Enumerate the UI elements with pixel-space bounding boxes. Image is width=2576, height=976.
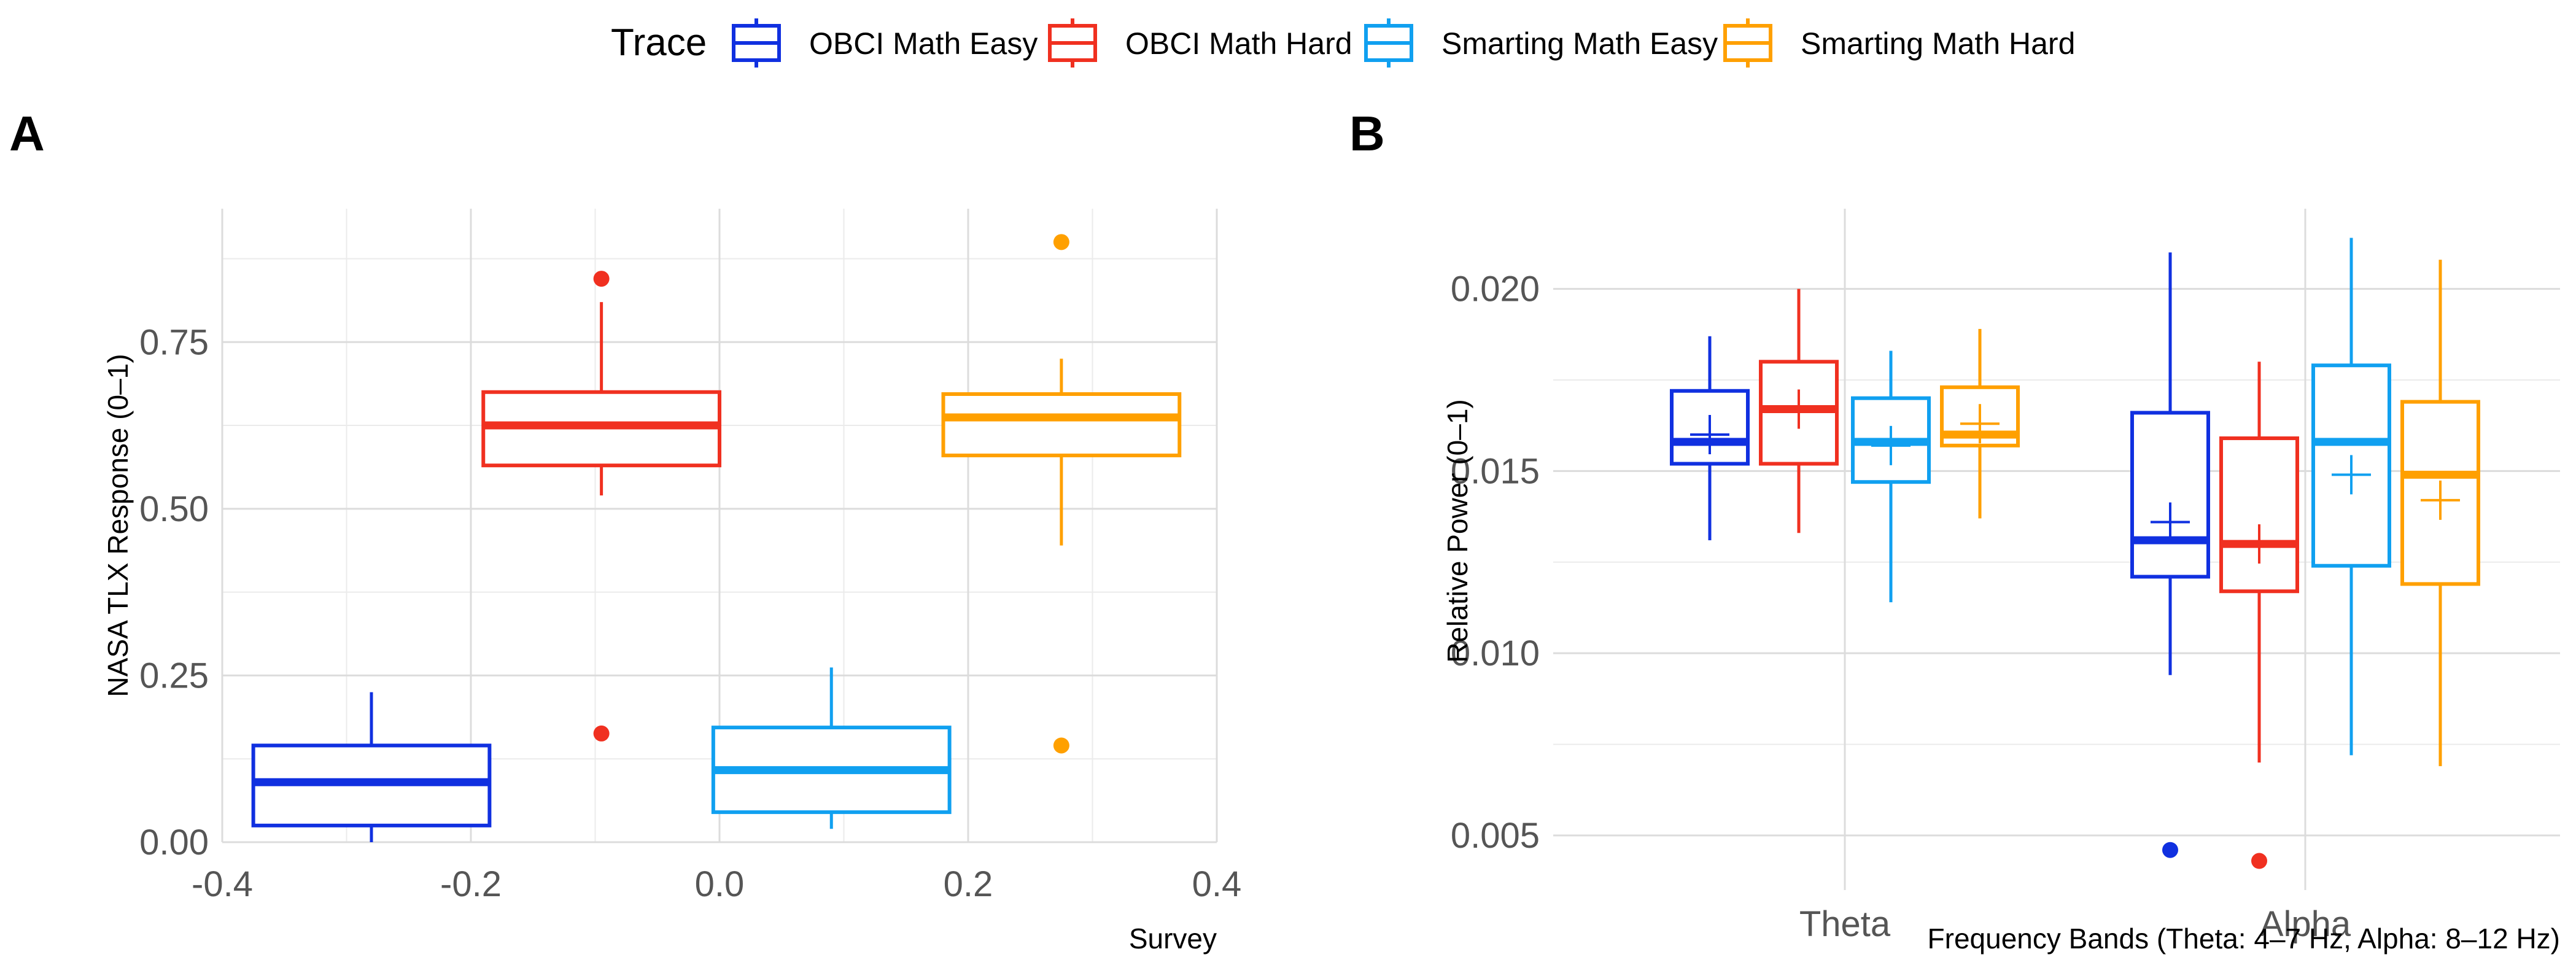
legend-key-obci-math-hard [1048, 18, 1097, 68]
x-tick-label: 0.2 [944, 864, 993, 904]
y-tick-label: 0.010 [1451, 633, 1540, 673]
legend-key-smarting-math-easy [1364, 18, 1413, 68]
x-axis-title: Survey [1129, 923, 1217, 955]
box-smarting-math-hard [941, 234, 1182, 754]
outlier-point [2162, 842, 2178, 858]
x-axis-title: Frequency Bands (Theta: 4–7 Hz, Alpha: 8… [1928, 923, 2560, 955]
box-smarting-math-easy-theta [1851, 351, 1931, 603]
x-tick-label: -0.2 [440, 864, 502, 904]
box-obci-math-hard-theta [1759, 289, 1839, 533]
y-tick-label: 0.00 [139, 823, 209, 862]
box-smarting-math-easy-alpha [2311, 238, 2391, 756]
panel-b-tag: B [1349, 106, 1385, 161]
outlier-point [593, 725, 610, 742]
y-axis-title: NASA TLX Response (0–1) [102, 354, 134, 697]
legend-key-smarting-math-hard [1723, 18, 1772, 68]
box-obci-math-hard-alpha [2219, 362, 2299, 869]
legend-key-obci-math-easy [732, 18, 781, 68]
iqr-box [2130, 411, 2210, 579]
outlier-point [2251, 853, 2267, 869]
box-obci-math-easy-alpha [2130, 252, 2210, 858]
panel-b-chart: 0.005 0.010 0.015 0.020 Theta AlphaFrequency … [1441, 209, 2560, 955]
box-obci-math-hard [481, 271, 721, 742]
x-tick-label: -0.4 [192, 864, 253, 904]
y-tick-label: 0.020 [1451, 269, 1540, 309]
iqr-box [941, 392, 1182, 457]
x-tick-label: 0.0 [695, 864, 745, 904]
box-smarting-math-easy [711, 667, 952, 829]
legend-label-smarting-math-easy: Smarting Math Easy [1441, 26, 1718, 61]
panel-a-chart: -0.4 -0.2 0.0 0.2 0.4 0.00 0.25 0.50 0.75 Survey N… [102, 209, 1241, 955]
x-tick-label-theta: Theta [1799, 904, 1891, 944]
box-obci-math-easy [251, 692, 492, 842]
box-smarting-math-hard-alpha [2400, 260, 2480, 767]
panel-a-tag: A [9, 106, 45, 161]
legend: Trace OBCI Math Easy OBCI Math Hard Smartin… [611, 18, 2075, 68]
legend-title: Trace [611, 21, 707, 64]
outlier-point [593, 271, 610, 287]
y-tick-label: 0.25 [139, 656, 209, 695]
legend-label-obci-math-hard: OBCI Math Hard [1125, 26, 1352, 61]
y-tick-label: 0.015 [1451, 451, 1540, 491]
outlier-point [1053, 737, 1069, 754]
iqr-box [2219, 436, 2299, 594]
y-tick-label: 0.75 [139, 322, 209, 362]
legend-label-smarting-math-hard: Smarting Math Hard [1801, 26, 2075, 61]
x-tick-label-alpha: Alpha [2260, 904, 2351, 944]
x-tick-label: 0.4 [1192, 864, 1242, 904]
legend-label-obci-math-easy: OBCI Math Easy [809, 26, 1038, 61]
y-axis-title: Relative Power (0–1) [1441, 399, 1473, 663]
outlier-point [1053, 234, 1069, 250]
y-tick-label: 0.005 [1451, 816, 1540, 856]
y-tick-label: 0.50 [139, 489, 209, 529]
box-obci-math-easy-theta [1670, 336, 1750, 541]
box-smarting-math-hard-theta [1940, 328, 2020, 519]
